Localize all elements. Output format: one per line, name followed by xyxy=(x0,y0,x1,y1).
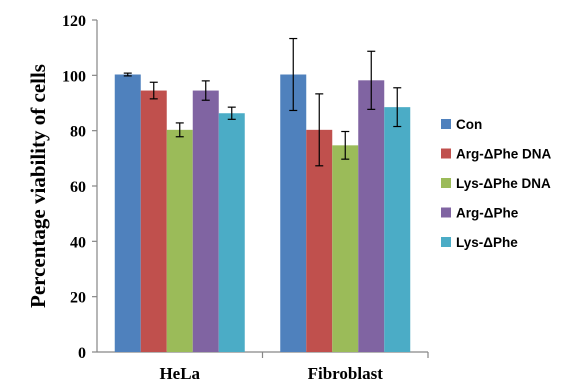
legend: Con Arg-ΔPhe DNA Lys-ΔPhe DNA Arg-ΔPhe Lys-Δ… xyxy=(441,117,551,250)
error-bar-1-2 xyxy=(341,130,350,160)
error-bar-1-1 xyxy=(315,93,324,167)
y-tick-label: 20 xyxy=(70,290,86,307)
legend-label: Lys-ΔPhe DNA xyxy=(456,176,551,191)
x-category-label: Fibroblast xyxy=(308,364,384,383)
legend-label: Lys-ΔPhe xyxy=(456,235,518,250)
legend-label: Con xyxy=(456,117,482,132)
error-bar-0-1 xyxy=(149,81,158,100)
bar-0-1 xyxy=(140,90,167,353)
bar-0-0 xyxy=(114,74,141,353)
error-bar-0-3 xyxy=(201,80,210,101)
legend-swatch xyxy=(441,207,451,218)
bar-1-0 xyxy=(280,74,307,353)
legend-item-4: Lys-ΔPhe xyxy=(441,235,518,250)
y-tick-label: 100 xyxy=(62,68,86,85)
x-category-label: HeLa xyxy=(159,364,200,383)
legend-swatch xyxy=(441,237,451,247)
bar-1-2 xyxy=(332,145,359,352)
error-bar-0-0 xyxy=(123,72,132,77)
bar-0-4 xyxy=(218,113,245,352)
legend-label: Arg-ΔPhe DNA xyxy=(456,147,551,162)
legend-item-1: Arg-ΔPhe DNA xyxy=(441,147,551,162)
y-tick-label: 60 xyxy=(70,179,86,196)
y-tick-label: 0 xyxy=(78,345,86,362)
bar-0-2 xyxy=(166,129,193,352)
y-tick-label: 120 xyxy=(62,13,86,30)
y-axis-title-text: Percentage viability of cells xyxy=(26,64,50,308)
legend-swatch xyxy=(441,119,451,129)
error-bar-0-2 xyxy=(175,122,184,138)
y-tick-label: 80 xyxy=(70,124,86,141)
y-axis-title: Percentage viability of cells xyxy=(26,64,50,308)
legend-item-3: Arg-ΔPhe xyxy=(441,206,519,221)
bar-0-3 xyxy=(192,90,219,353)
error-bar-1-4 xyxy=(393,87,402,128)
bar-1-1 xyxy=(306,129,333,352)
error-bar-1-3 xyxy=(367,50,376,110)
legend-label: Arg-ΔPhe xyxy=(456,206,519,221)
error-bar-1-0 xyxy=(289,37,298,112)
error-bar-0-4 xyxy=(227,106,236,120)
legend-swatch xyxy=(441,148,451,159)
x-category-labels: HeLa Fibroblast xyxy=(159,364,383,383)
legend-item-0: Con xyxy=(441,117,482,132)
legend-swatch xyxy=(441,178,451,188)
y-ticks: 0 20 40 60 80 100 120 xyxy=(62,13,97,362)
error-bars xyxy=(123,37,402,167)
legend-item-2: Lys-ΔPhe DNA xyxy=(441,176,551,191)
bar-1-4 xyxy=(384,107,411,353)
y-tick-label: 40 xyxy=(70,234,86,251)
bars xyxy=(114,74,411,353)
bar-1-3 xyxy=(358,80,385,353)
